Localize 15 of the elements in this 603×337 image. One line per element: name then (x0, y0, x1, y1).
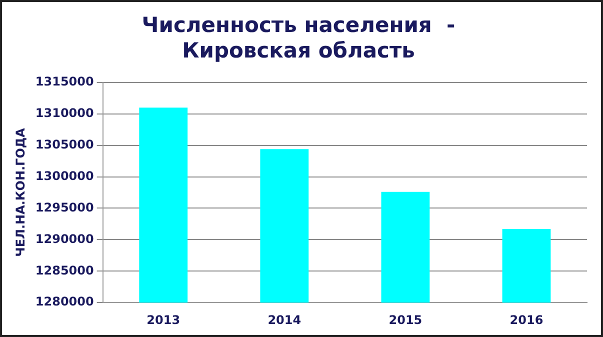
y-tick-label: 1305000 (35, 137, 94, 152)
y-tick-label: 1300000 (35, 168, 94, 183)
y-tick-label: 1280000 (35, 294, 94, 309)
text: Численность населения - (142, 13, 456, 38)
y-tick-label: 1315000 (35, 74, 94, 89)
x-tick-label: 2014 (268, 312, 302, 327)
y-tick-label: 1290000 (35, 232, 94, 246)
y-tick-label: 1295000 (35, 200, 94, 214)
y-tick-label: 1285000 (35, 263, 94, 278)
x-tick-label: 2015 (388, 312, 422, 327)
x-tick-label: 2013 (146, 312, 180, 327)
x-tick-label: 2016 (510, 312, 544, 327)
y-axis-title: ЧЕЛ.НА.КОН.ГОДА (13, 127, 28, 257)
text: Кировская область (182, 38, 415, 62)
y-tick-label: 1310000 (35, 106, 94, 120)
